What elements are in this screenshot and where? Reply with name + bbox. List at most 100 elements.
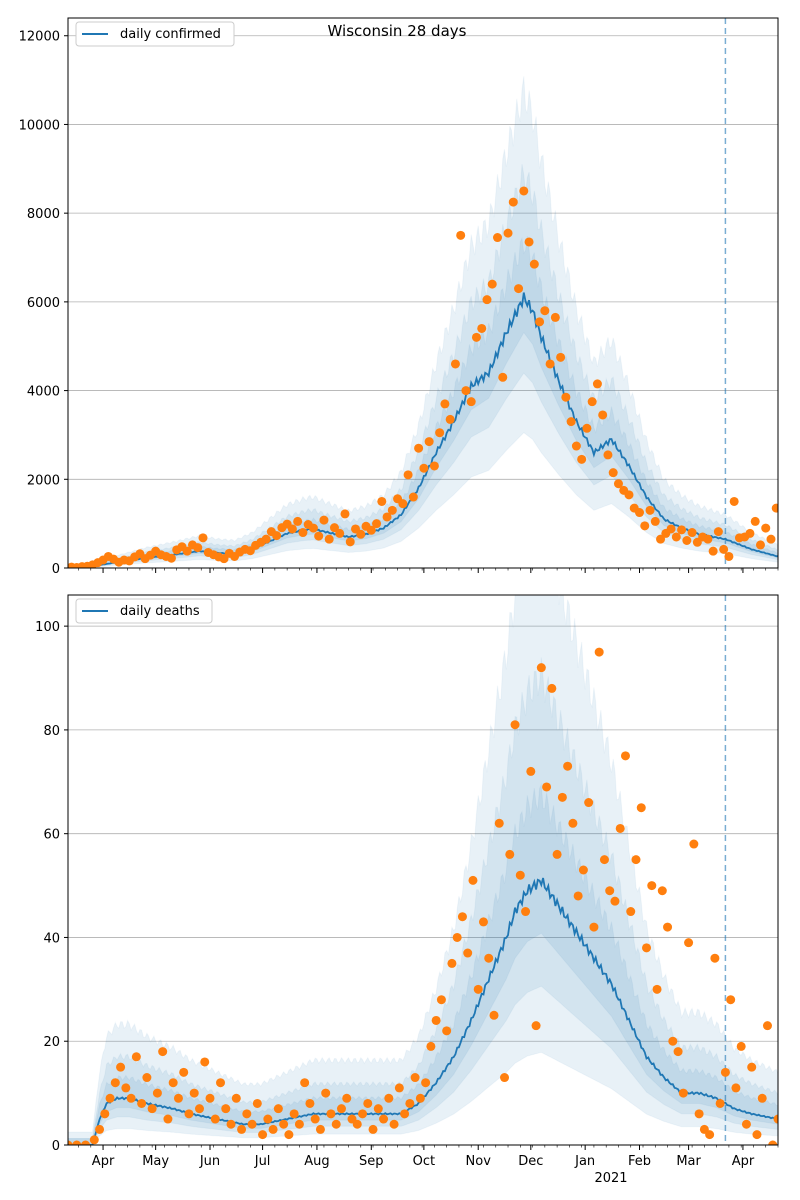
data-point xyxy=(131,1052,141,1062)
x-tick-label: Jul xyxy=(254,1154,271,1169)
axes-frame-confirmed xyxy=(67,17,779,569)
data-point xyxy=(682,536,692,545)
data-point xyxy=(719,544,729,554)
x-ticks-deaths: Apr May Jun Jul Aug Sep Oct Nov Dec Jan Feb Mar Apr xyxy=(78,1145,779,1169)
data-point xyxy=(582,423,592,433)
data-point xyxy=(547,683,557,693)
data-point xyxy=(589,922,599,932)
data-point xyxy=(636,803,646,813)
panel-deaths: 0 20 40 60 80 100 Apr May Jun Jul Aug Sep Oct Nov Dec… xyxy=(35,594,779,1186)
data-point xyxy=(489,1010,499,1020)
data-point xyxy=(445,414,455,424)
data-point xyxy=(152,1088,162,1098)
data-point xyxy=(603,450,613,460)
data-point xyxy=(771,503,778,513)
data-point xyxy=(461,386,471,396)
data-point xyxy=(536,663,546,673)
data-point xyxy=(626,907,636,917)
data-point xyxy=(368,1124,378,1134)
data-point xyxy=(766,534,776,544)
data-point xyxy=(620,751,630,761)
data-point xyxy=(568,818,578,828)
data-point xyxy=(415,1093,425,1103)
data-point xyxy=(736,1041,746,1051)
data-point xyxy=(526,766,536,776)
data-point xyxy=(650,516,660,526)
data-point xyxy=(258,1130,268,1140)
x-tick-label: Apr xyxy=(92,1154,115,1169)
data-point xyxy=(610,896,620,906)
data-point xyxy=(314,531,324,541)
data-point xyxy=(484,953,494,963)
data-point xyxy=(599,855,609,865)
data-point xyxy=(710,953,720,963)
x-axis-year-label: 2021 xyxy=(594,1171,627,1186)
y-tick-label: 2000 xyxy=(27,473,60,488)
data-point xyxy=(747,1062,757,1072)
data-point xyxy=(352,1119,362,1129)
data-point xyxy=(315,1124,325,1134)
data-point xyxy=(294,1119,304,1129)
y-tick-label: 0 xyxy=(52,1139,60,1154)
data-point xyxy=(452,932,462,942)
data-point xyxy=(594,647,604,657)
y-tick-label: 6000 xyxy=(27,296,60,311)
data-point xyxy=(750,516,760,526)
data-point xyxy=(592,379,602,389)
y-tick-label: 0 xyxy=(52,562,60,577)
data-point xyxy=(521,907,531,917)
data-point xyxy=(273,1104,283,1114)
data-point xyxy=(193,543,203,553)
data-point xyxy=(247,1119,257,1129)
data-point xyxy=(519,186,529,196)
data-point xyxy=(584,798,594,808)
grid-deaths xyxy=(68,625,778,1146)
data-point xyxy=(642,943,652,953)
data-point xyxy=(163,1114,173,1124)
data-point xyxy=(478,917,488,927)
data-point xyxy=(494,818,504,828)
data-point xyxy=(310,1114,320,1124)
data-point xyxy=(768,1140,778,1145)
data-point xyxy=(340,509,350,519)
data-point xyxy=(713,527,723,537)
data-point xyxy=(221,1104,231,1114)
data-point xyxy=(394,1083,404,1093)
data-point xyxy=(510,720,520,730)
data-point xyxy=(640,521,650,531)
data-point xyxy=(147,1104,157,1114)
data-point xyxy=(272,531,282,541)
data-point xyxy=(263,1114,273,1124)
data-point xyxy=(447,958,457,968)
data-point xyxy=(95,1124,105,1134)
data-point xyxy=(705,1130,715,1140)
data-point xyxy=(477,323,487,333)
data-point xyxy=(613,479,623,489)
data-point xyxy=(524,237,534,247)
data-point xyxy=(179,1067,189,1077)
data-point xyxy=(647,881,657,891)
data-point xyxy=(268,1124,278,1134)
y-tick-label: 60 xyxy=(43,828,60,843)
data-point xyxy=(535,317,545,327)
data-point xyxy=(421,1078,431,1088)
data-point xyxy=(100,1109,110,1119)
data-point xyxy=(308,523,318,533)
data-point xyxy=(671,532,681,542)
data-point xyxy=(473,984,483,994)
data-point xyxy=(194,1104,204,1114)
data-point xyxy=(436,995,446,1005)
data-point xyxy=(68,1140,73,1145)
data-point xyxy=(561,392,571,402)
data-point xyxy=(400,1109,410,1119)
data-point xyxy=(668,1036,678,1046)
x-tick-label: Mar xyxy=(676,1154,701,1169)
x-tick-label: Sep xyxy=(359,1154,384,1169)
y-tick-label: 10000 xyxy=(19,118,60,133)
data-point xyxy=(198,533,208,543)
data-point xyxy=(598,410,608,420)
uncertainty-band xyxy=(68,657,778,1145)
data-point xyxy=(663,922,673,932)
data-point xyxy=(741,1119,751,1129)
data-point xyxy=(503,228,513,238)
